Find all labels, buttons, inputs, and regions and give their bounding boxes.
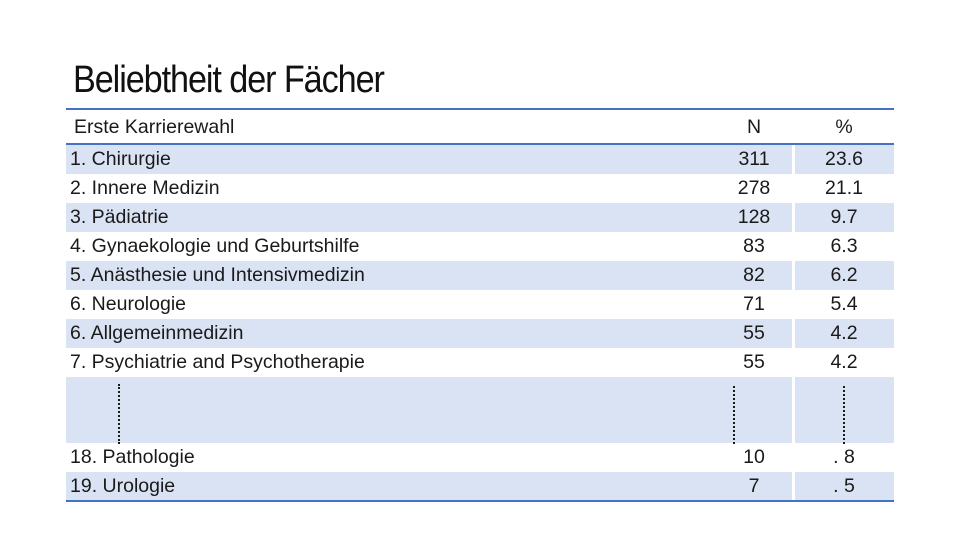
row-pct: . 5 bbox=[833, 475, 855, 497]
table-row: 3. Pädiatrie 128 9.7 bbox=[66, 203, 894, 232]
ellipsis-dots-n bbox=[733, 386, 735, 444]
header-name: Erste Karrierewahl bbox=[74, 115, 235, 138]
row-n: 71 bbox=[743, 293, 765, 315]
table-header-rule bbox=[66, 143, 894, 145]
row-pct: 23.6 bbox=[825, 148, 863, 170]
table-row: 18. Pathologie 10 . 8 bbox=[66, 443, 894, 472]
table-row: 5. Anästhesie und Intensivmedizin 82 6.2 bbox=[66, 261, 894, 290]
row-pct: 6.3 bbox=[830, 235, 858, 257]
table-top-rule bbox=[66, 108, 894, 110]
row-name: 18. Pathologie bbox=[70, 446, 195, 468]
table-header: Erste Karrierewahl N % bbox=[66, 110, 894, 144]
table-row: 19. Urologie 7 . 5 bbox=[66, 472, 894, 501]
row-pct: 21.1 bbox=[825, 177, 863, 199]
row-pct: 5.4 bbox=[830, 293, 858, 315]
row-name: 3. Pädiatrie bbox=[70, 206, 169, 228]
row-name: 2. Innere Medizin bbox=[70, 177, 220, 199]
slide-title: Beliebtheit der Fächer bbox=[73, 59, 385, 101]
table-row: 6. Allgemeinmedizin 55 4.2 bbox=[66, 319, 894, 348]
row-n: 55 bbox=[743, 351, 765, 373]
row-pct: 9.7 bbox=[830, 206, 858, 228]
row-pct: 4.2 bbox=[830, 322, 858, 344]
row-name: 1. Chirurgie bbox=[70, 148, 171, 170]
row-pct: 4.2 bbox=[830, 351, 858, 373]
row-name: 6. Neurologie bbox=[70, 293, 186, 315]
ellipsis-row bbox=[66, 377, 894, 443]
table-row: 4. Gynaekologie und Geburtshilfe 83 6.3 bbox=[66, 232, 894, 261]
row-name: 19. Urologie bbox=[70, 475, 176, 497]
row-n: 82 bbox=[743, 264, 765, 286]
row-n: 55 bbox=[743, 322, 765, 344]
row-name: 7. Psychiatrie and Psychotherapie bbox=[70, 351, 365, 373]
row-pct: 6.2 bbox=[830, 264, 858, 286]
row-name: 4. Gynaekologie und Geburtshilfe bbox=[70, 235, 360, 257]
ellipsis-dots-name bbox=[118, 384, 120, 444]
row-pct: . 8 bbox=[833, 446, 855, 468]
row-n: 10 bbox=[743, 446, 765, 468]
table-row: 1. Chirurgie 311 23.6 bbox=[66, 145, 894, 174]
header-pct: % bbox=[835, 115, 853, 138]
table-row: 2. Innere Medizin 278 21.1 bbox=[66, 174, 894, 203]
table-row: 7. Psychiatrie and Psychotherapie 55 4.2 bbox=[66, 348, 894, 377]
row-n: 7 bbox=[748, 475, 760, 497]
row-name: 6. Allgemeinmedizin bbox=[70, 322, 244, 344]
ellipsis-dots-pct bbox=[843, 386, 845, 444]
table-bottom-rule bbox=[66, 500, 894, 502]
header-n: N bbox=[746, 115, 762, 138]
table-row: 6. Neurologie 71 5.4 bbox=[66, 290, 894, 319]
row-n: 128 bbox=[737, 206, 771, 228]
row-n: 311 bbox=[738, 148, 770, 170]
row-n: 278 bbox=[737, 177, 771, 199]
row-name: 5. Anästhesie und Intensivmedizin bbox=[70, 264, 365, 286]
row-n: 83 bbox=[743, 235, 765, 257]
